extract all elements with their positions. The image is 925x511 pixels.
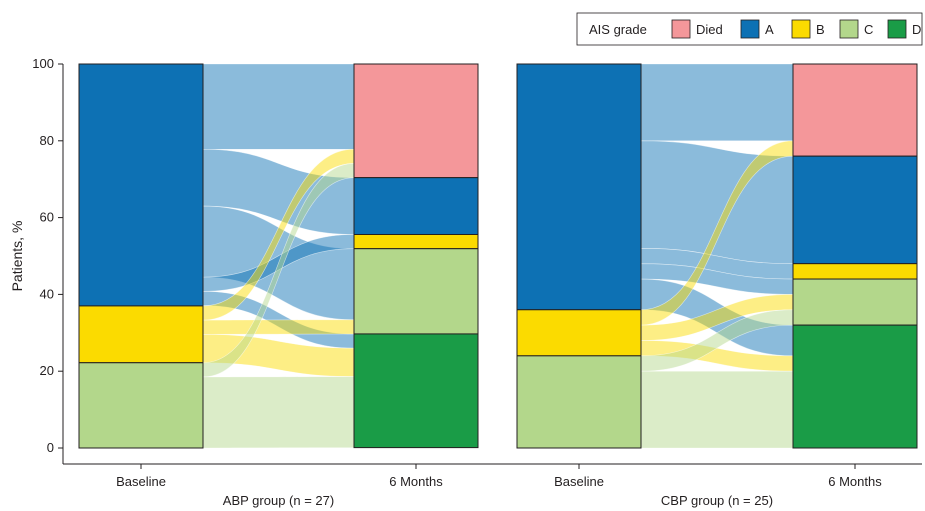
legend-entry-label: B	[816, 22, 825, 37]
flow-band	[640, 370, 794, 449]
flow-band	[202, 63, 355, 150]
stack-segment	[792, 263, 918, 280]
y-tick-label: 0	[47, 440, 54, 455]
legend-swatch	[887, 19, 907, 39]
legend-swatch	[791, 19, 811, 39]
flow-band	[202, 319, 355, 335]
stack-segment	[353, 333, 479, 449]
y-tick-label: 60	[40, 210, 54, 225]
stack-segment	[353, 233, 479, 250]
stack-segment	[78, 305, 204, 364]
stack-segment	[516, 63, 642, 311]
stack-segment	[516, 309, 642, 357]
y-tick-label: 20	[40, 363, 54, 378]
followup-label: 6 Months	[828, 474, 882, 489]
stack-segment	[516, 355, 642, 449]
legend: AIS grade Died A B C D	[576, 12, 923, 46]
stack-segment	[792, 278, 918, 326]
legend-entry-label: C	[864, 22, 873, 37]
stack-segment	[792, 324, 918, 449]
legend-entry-label: A	[765, 22, 774, 37]
legend-entry-label: Died	[696, 22, 723, 37]
legend-swatch	[671, 19, 691, 39]
followup-label: 6 Months	[389, 474, 443, 489]
category-labels: Baseline 6 Months ABP group (n = 27) Baseli…	[116, 474, 882, 508]
flows-layer	[202, 63, 794, 449]
stack-segment	[353, 63, 479, 179]
y-tick-label: 80	[40, 133, 54, 148]
legend-entry-label: D	[912, 22, 921, 37]
stack-segment	[792, 63, 918, 157]
flow-band	[202, 376, 355, 449]
legend-swatch	[740, 19, 760, 39]
y-tick-label: 40	[40, 286, 54, 301]
stack-segment	[78, 63, 204, 307]
y-tick-label: 100	[32, 56, 54, 71]
legend-swatch	[839, 19, 859, 39]
bars-layer	[78, 63, 918, 449]
baseline-label: Baseline	[554, 474, 604, 489]
stack-segment	[353, 248, 479, 335]
group-label: ABP group (n = 27)	[223, 493, 334, 508]
baseline-label: Baseline	[116, 474, 166, 489]
y-axis: 0 20 40 60 80 100	[32, 56, 922, 469]
y-axis-title: Patients, %	[9, 221, 25, 292]
flow-band	[640, 63, 794, 142]
legend-title: AIS grade	[589, 22, 647, 37]
stack-segment	[353, 177, 479, 235]
stack-segment	[78, 362, 204, 449]
group-label: CBP group (n = 25)	[661, 493, 773, 508]
stack-segment	[792, 155, 918, 265]
